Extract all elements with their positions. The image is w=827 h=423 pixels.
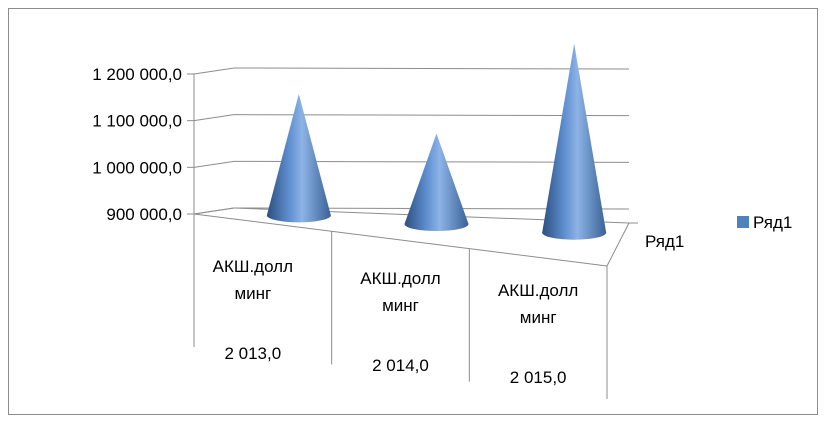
chart-frame: 900 000,0 1 000 000,0 1 100 000,0 1 200 000…: [8, 8, 818, 415]
category-label-line2: минг: [234, 284, 271, 303]
gridline: [233, 67, 630, 70]
y-tick-label: 1 200 000,0: [92, 65, 182, 84]
cone-layer: [266, 43, 607, 240]
legend-label: Ряд1: [753, 213, 792, 232]
category-label-line2: минг: [520, 308, 557, 327]
depth-axis-label: Ряд1: [645, 232, 684, 251]
category-label-line3: 2 013,0: [224, 344, 281, 363]
category-label-line2: минг: [382, 296, 419, 315]
floor-right-edge: [606, 222, 630, 267]
y-tick-label: 1 100 000,0: [92, 112, 182, 131]
legend-swatch: [737, 216, 749, 228]
gridline-left-wall: [193, 160, 235, 168]
gridline-left-wall: [193, 114, 235, 122]
cone-bar: [542, 43, 607, 240]
cone-bar: [404, 133, 469, 232]
gridline-left-wall: [193, 67, 235, 75]
cone-bar: [266, 94, 331, 223]
floor-front-edge: [193, 213, 608, 267]
category-label-line1: АКШ.долл: [498, 281, 578, 300]
y-tick-label: 900 000,0: [106, 205, 182, 224]
category-label-line3: 2 014,0: [372, 356, 429, 375]
label-layer: 900 000,0 1 000 000,0 1 100 000,0 1 200 000…: [92, 65, 792, 387]
category-label-line1: АКШ.долл: [213, 257, 293, 276]
chart-svg: 900 000,0 1 000 000,0 1 100 000,0 1 200 000…: [92, 43, 792, 399]
y-tick-label: 1 000 000,0: [92, 158, 182, 177]
category-label-line3: 2 015,0: [510, 368, 567, 387]
floor-back-left: [193, 207, 235, 215]
axis-layer: [187, 73, 638, 399]
category-label-line1: АКШ.долл: [360, 269, 440, 288]
